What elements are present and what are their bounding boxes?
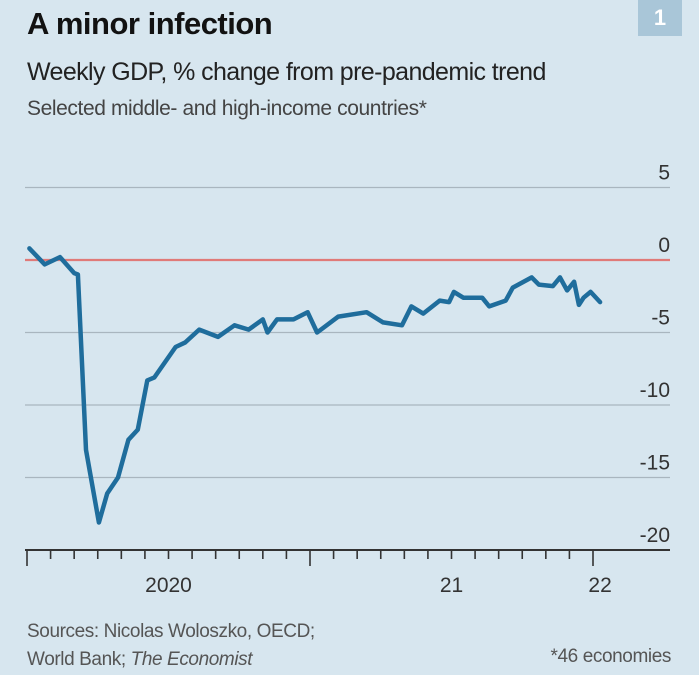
- footnote: *46 economies: [550, 646, 672, 667]
- y-tick-label: -15: [640, 452, 670, 475]
- chart-subtitle-secondary: Selected middle- and high-income countri…: [27, 97, 427, 120]
- y-tick-label: 5: [658, 162, 670, 185]
- chart-subtitle: Weekly GDP, % change from pre-pandemic t…: [27, 58, 546, 86]
- sources: Sources: Nicolas Woloszko, OECD; World B…: [27, 618, 315, 674]
- sources-line-2: World Bank; The Economist: [27, 646, 315, 674]
- sources-publication: The Economist: [130, 649, 253, 670]
- y-tick-label: -5: [651, 307, 670, 330]
- sources-text: World Bank;: [27, 649, 131, 670]
- x-tick-label: 22: [588, 574, 611, 597]
- chart-title: A minor infection: [27, 6, 273, 41]
- series-line-weekly-gdp: [27, 246, 603, 525]
- y-tick-label: -10: [640, 379, 670, 402]
- y-tick-label: -20: [640, 524, 670, 547]
- sources-line-1: Sources: Nicolas Woloszko, OECD;: [27, 621, 315, 642]
- x-tick-label: 21: [440, 574, 463, 597]
- chart-number-badge: 1: [638, 0, 682, 36]
- x-tick-label: 2020: [145, 574, 192, 597]
- y-tick-label: 0: [658, 234, 670, 257]
